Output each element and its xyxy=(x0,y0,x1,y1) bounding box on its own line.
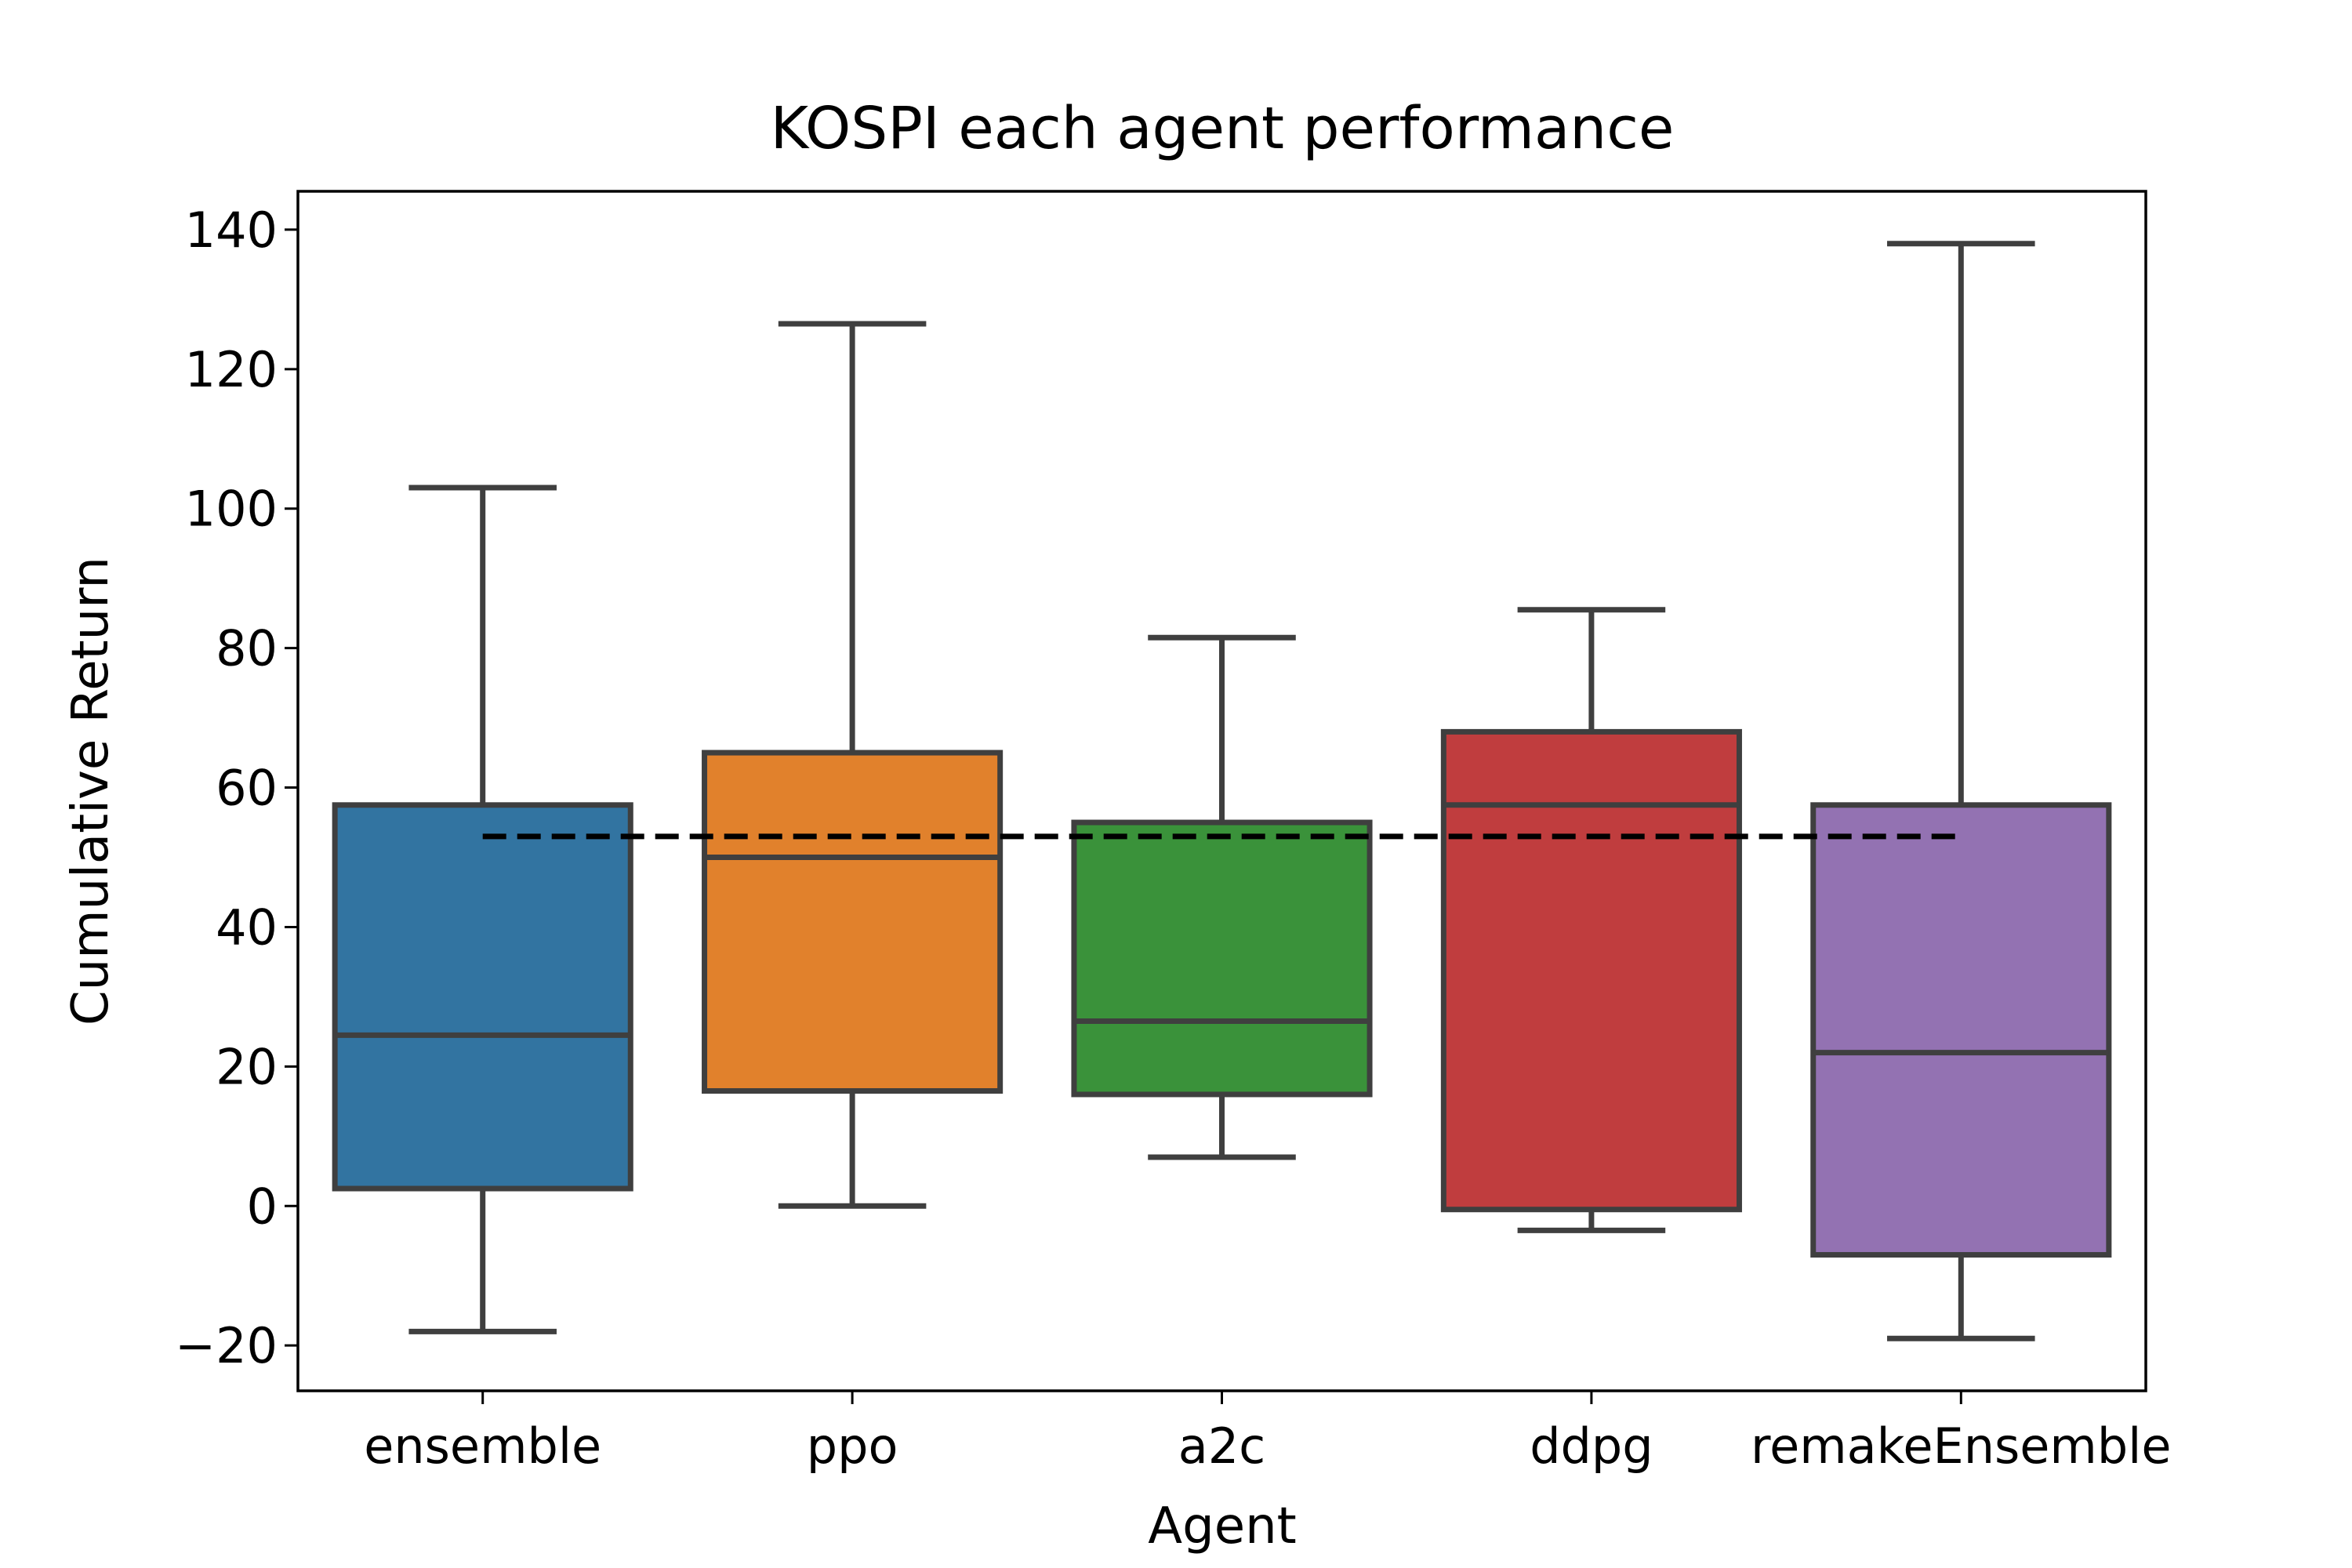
box-a2c xyxy=(1071,634,1373,1160)
x-tick-label: a2c xyxy=(1178,1417,1266,1475)
iqr-box-ensemble xyxy=(332,802,633,1192)
x-axis-label: Agent xyxy=(1148,1497,1296,1555)
y-tick-label: 40 xyxy=(216,898,278,956)
x-tick-label: ensemble xyxy=(364,1417,601,1475)
iqr-box-ppo xyxy=(702,750,1004,1094)
y-tick-label: 120 xyxy=(185,341,278,398)
x-tick-label: remakeEnsemble xyxy=(1751,1417,2172,1475)
box-ensemble xyxy=(332,485,633,1334)
x-axis: ensemble ppo a2c ddpg remakeEnsemble xyxy=(364,1391,2172,1475)
y-tick-label: −20 xyxy=(175,1317,278,1374)
iqr-box-a2c xyxy=(1071,819,1373,1098)
iqr-box-ddpg xyxy=(1440,728,1742,1213)
box-remakeensemble xyxy=(1810,241,2112,1341)
y-tick-label: 80 xyxy=(216,620,278,677)
y-tick-label: 140 xyxy=(185,201,278,259)
box-ppo xyxy=(702,321,1004,1209)
box-ddpg xyxy=(1440,607,1742,1233)
y-tick-label: 20 xyxy=(216,1038,278,1095)
y-tick-label: 0 xyxy=(247,1178,278,1235)
y-axis: −20 0 20 40 60 80 100 120 140 xyxy=(175,201,298,1374)
y-tick-label: 100 xyxy=(185,481,278,538)
x-tick-label: ppo xyxy=(807,1417,898,1475)
box-group xyxy=(332,241,2112,1341)
y-axis-label: Cumulative Return xyxy=(62,557,120,1025)
iqr-box-remakeensemble xyxy=(1810,802,2112,1258)
y-tick-label: 60 xyxy=(216,760,278,817)
chart-title: KOSPI each agent performance xyxy=(771,95,1675,162)
x-tick-label: ddpg xyxy=(1530,1417,1653,1475)
